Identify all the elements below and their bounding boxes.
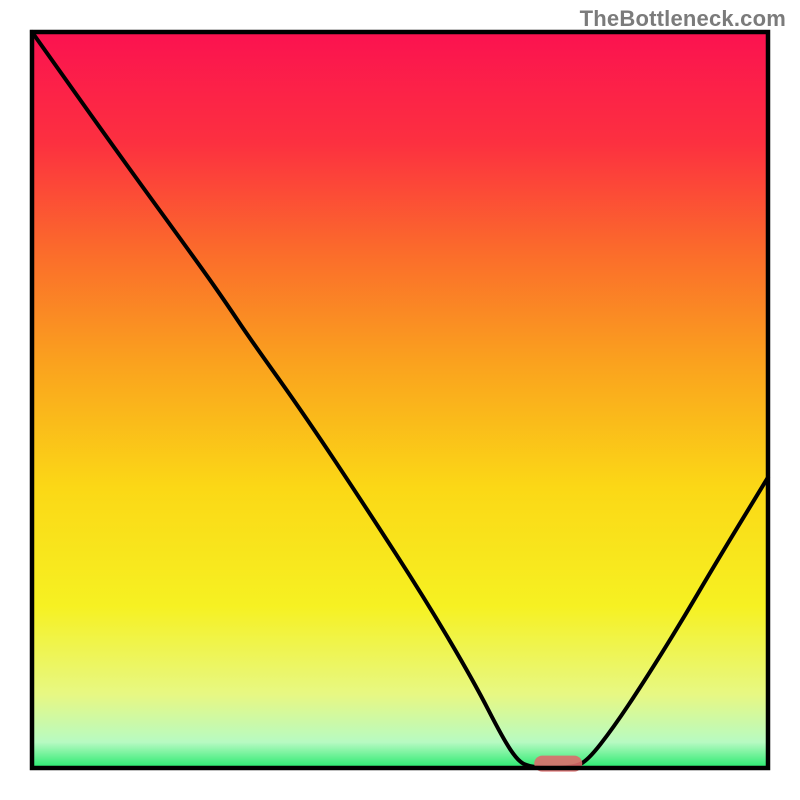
chart-container: TheBottleneck.com [0, 0, 800, 800]
bottleneck-chart [0, 0, 800, 800]
